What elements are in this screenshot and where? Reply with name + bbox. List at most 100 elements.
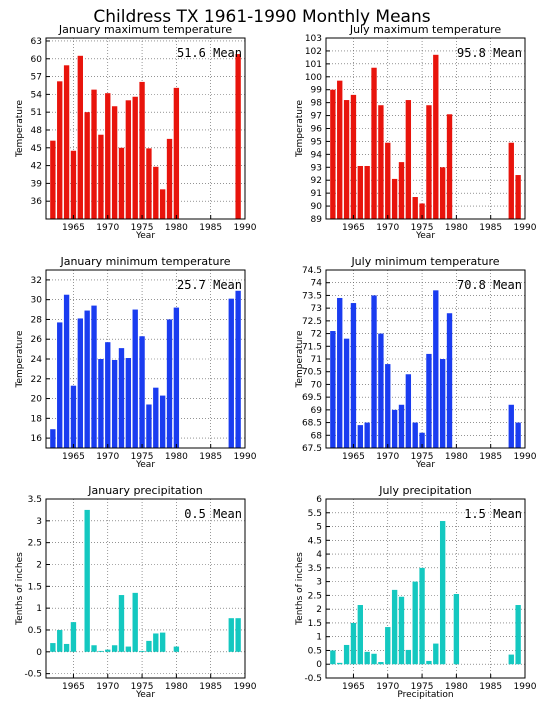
x-tick-label: 1965 [342, 223, 365, 233]
bar-1975 [139, 336, 145, 448]
bar-1970 [105, 93, 111, 219]
y-tick-label: 1 [36, 604, 42, 614]
y-tick-label: 20 [31, 395, 43, 405]
y-tick-label: 73.5 [302, 291, 322, 301]
bar-1977 [153, 387, 159, 448]
y-tick-label: 72.5 [302, 317, 322, 327]
bar-1979 [446, 114, 453, 219]
y-tick-label: 0 [36, 648, 42, 658]
bar-1978 [159, 189, 166, 219]
bar-1970 [105, 649, 111, 652]
y-axis-label: Temperature [15, 330, 25, 388]
y-axis-label: Temperature [295, 100, 305, 158]
x-tick-label: 1970 [376, 223, 399, 233]
y-tick-label: 98 [311, 99, 323, 109]
chart-panel-0: January maximum temperature 36 39 42 45 48 51 5… [15, 23, 257, 241]
chart-panel-5: July precipitation -0.5 0 0.5 1 1.5 2 2.5 3 3.5 4 4… [295, 484, 537, 700]
bar-1973 [405, 374, 412, 448]
y-tick-label: 48 [31, 126, 43, 136]
bar-1971 [111, 645, 118, 652]
chart-panel-1: July maximum temperature 89 90 91 92 93 94 95 96… [295, 23, 537, 241]
bar-1963 [337, 662, 343, 665]
bar-1974 [132, 592, 138, 652]
y-tick-label: 0 [316, 660, 322, 670]
bar-1972 [398, 596, 405, 665]
y-tick-label: 1 [316, 633, 322, 643]
x-tick-label: 1990 [234, 452, 257, 462]
y-tick-label: 3 [36, 517, 42, 527]
bar-1972 [398, 404, 405, 448]
bar-1988 [508, 142, 514, 219]
bar-1970 [385, 142, 391, 219]
mean-annotation: 70.8 Mean [457, 278, 522, 292]
y-tick-label: 45 [31, 144, 42, 154]
y-tick-label: 95 [311, 137, 322, 147]
x-tick-label: 1980 [165, 452, 188, 462]
bar-1976 [426, 660, 432, 665]
x-tick-label: 1990 [514, 223, 537, 233]
x-axis-label: Year [135, 231, 155, 241]
chart-title: January precipitation [87, 484, 203, 497]
y-tick-label: 0.5 [28, 626, 42, 636]
chart-title: January maximum temperature [58, 23, 232, 36]
bar-1969 [378, 662, 384, 665]
x-tick-label: 1975 [411, 682, 434, 692]
x-tick-label: 1980 [165, 682, 188, 692]
x-tick-label: 1965 [62, 452, 85, 462]
bar-1979 [166, 138, 173, 219]
bar-1971 [391, 409, 398, 448]
bar-1965 [350, 303, 357, 448]
bar-1971 [391, 589, 398, 665]
bar-1976 [146, 640, 152, 652]
y-tick-label: 69.5 [302, 393, 322, 403]
bar-1963 [337, 297, 343, 448]
bar-1988 [228, 618, 234, 652]
bar-1971 [391, 178, 398, 219]
bar-1989 [515, 605, 521, 665]
y-tick-label: 93 [311, 163, 322, 173]
y-tick-label: 71 [311, 355, 322, 365]
mean-annotation: 95.8 Mean [457, 46, 522, 60]
y-tick-label: 94 [311, 150, 323, 160]
bar-1965 [350, 94, 357, 219]
mean-annotation: 1.5 Mean [464, 507, 522, 521]
bar-1967 [84, 509, 90, 652]
bar-1975 [139, 81, 145, 219]
bar-1962 [330, 650, 336, 665]
x-tick-label: 1985 [479, 682, 502, 692]
x-tick-label: 1970 [96, 223, 119, 233]
y-tick-label: 70.5 [302, 368, 322, 378]
x-tick-label: 1980 [445, 223, 468, 233]
mean-annotation: 0.5 Mean [184, 507, 242, 521]
bar-1965 [350, 622, 357, 665]
bar-1976 [426, 353, 432, 448]
x-tick-label: 1975 [411, 223, 434, 233]
mean-annotation: 51.6 Mean [177, 46, 242, 60]
x-tick-label: 1985 [199, 223, 222, 233]
y-tick-label: 1.5 [308, 619, 322, 629]
bar-1965 [70, 150, 77, 219]
bar-1969 [378, 105, 384, 219]
bar-1964 [343, 338, 350, 448]
bar-1989 [515, 175, 521, 219]
x-tick-label: 1970 [376, 682, 399, 692]
bar-1976 [146, 404, 152, 448]
x-tick-label: 1975 [131, 223, 154, 233]
y-tick-label: 0.5 [308, 646, 322, 656]
x-tick-label: 1965 [62, 223, 85, 233]
x-axis-label: Year [415, 460, 435, 470]
y-tick-label: 30 [31, 296, 43, 306]
chart-panel-2: January minimum temperature 16 18 20 22 24 26 2… [15, 255, 257, 470]
x-tick-label: 1985 [479, 223, 502, 233]
bar-1965 [70, 622, 77, 652]
bar-1962 [330, 331, 336, 448]
bar-1967 [84, 310, 90, 448]
x-axis-label: Year [415, 231, 435, 241]
y-tick-label: 103 [305, 34, 322, 44]
bar-1978 [159, 395, 166, 448]
y-tick-label: 24 [31, 355, 43, 365]
bar-1968 [371, 67, 377, 219]
bar-1975 [139, 650, 145, 652]
bar-1966 [357, 425, 363, 448]
